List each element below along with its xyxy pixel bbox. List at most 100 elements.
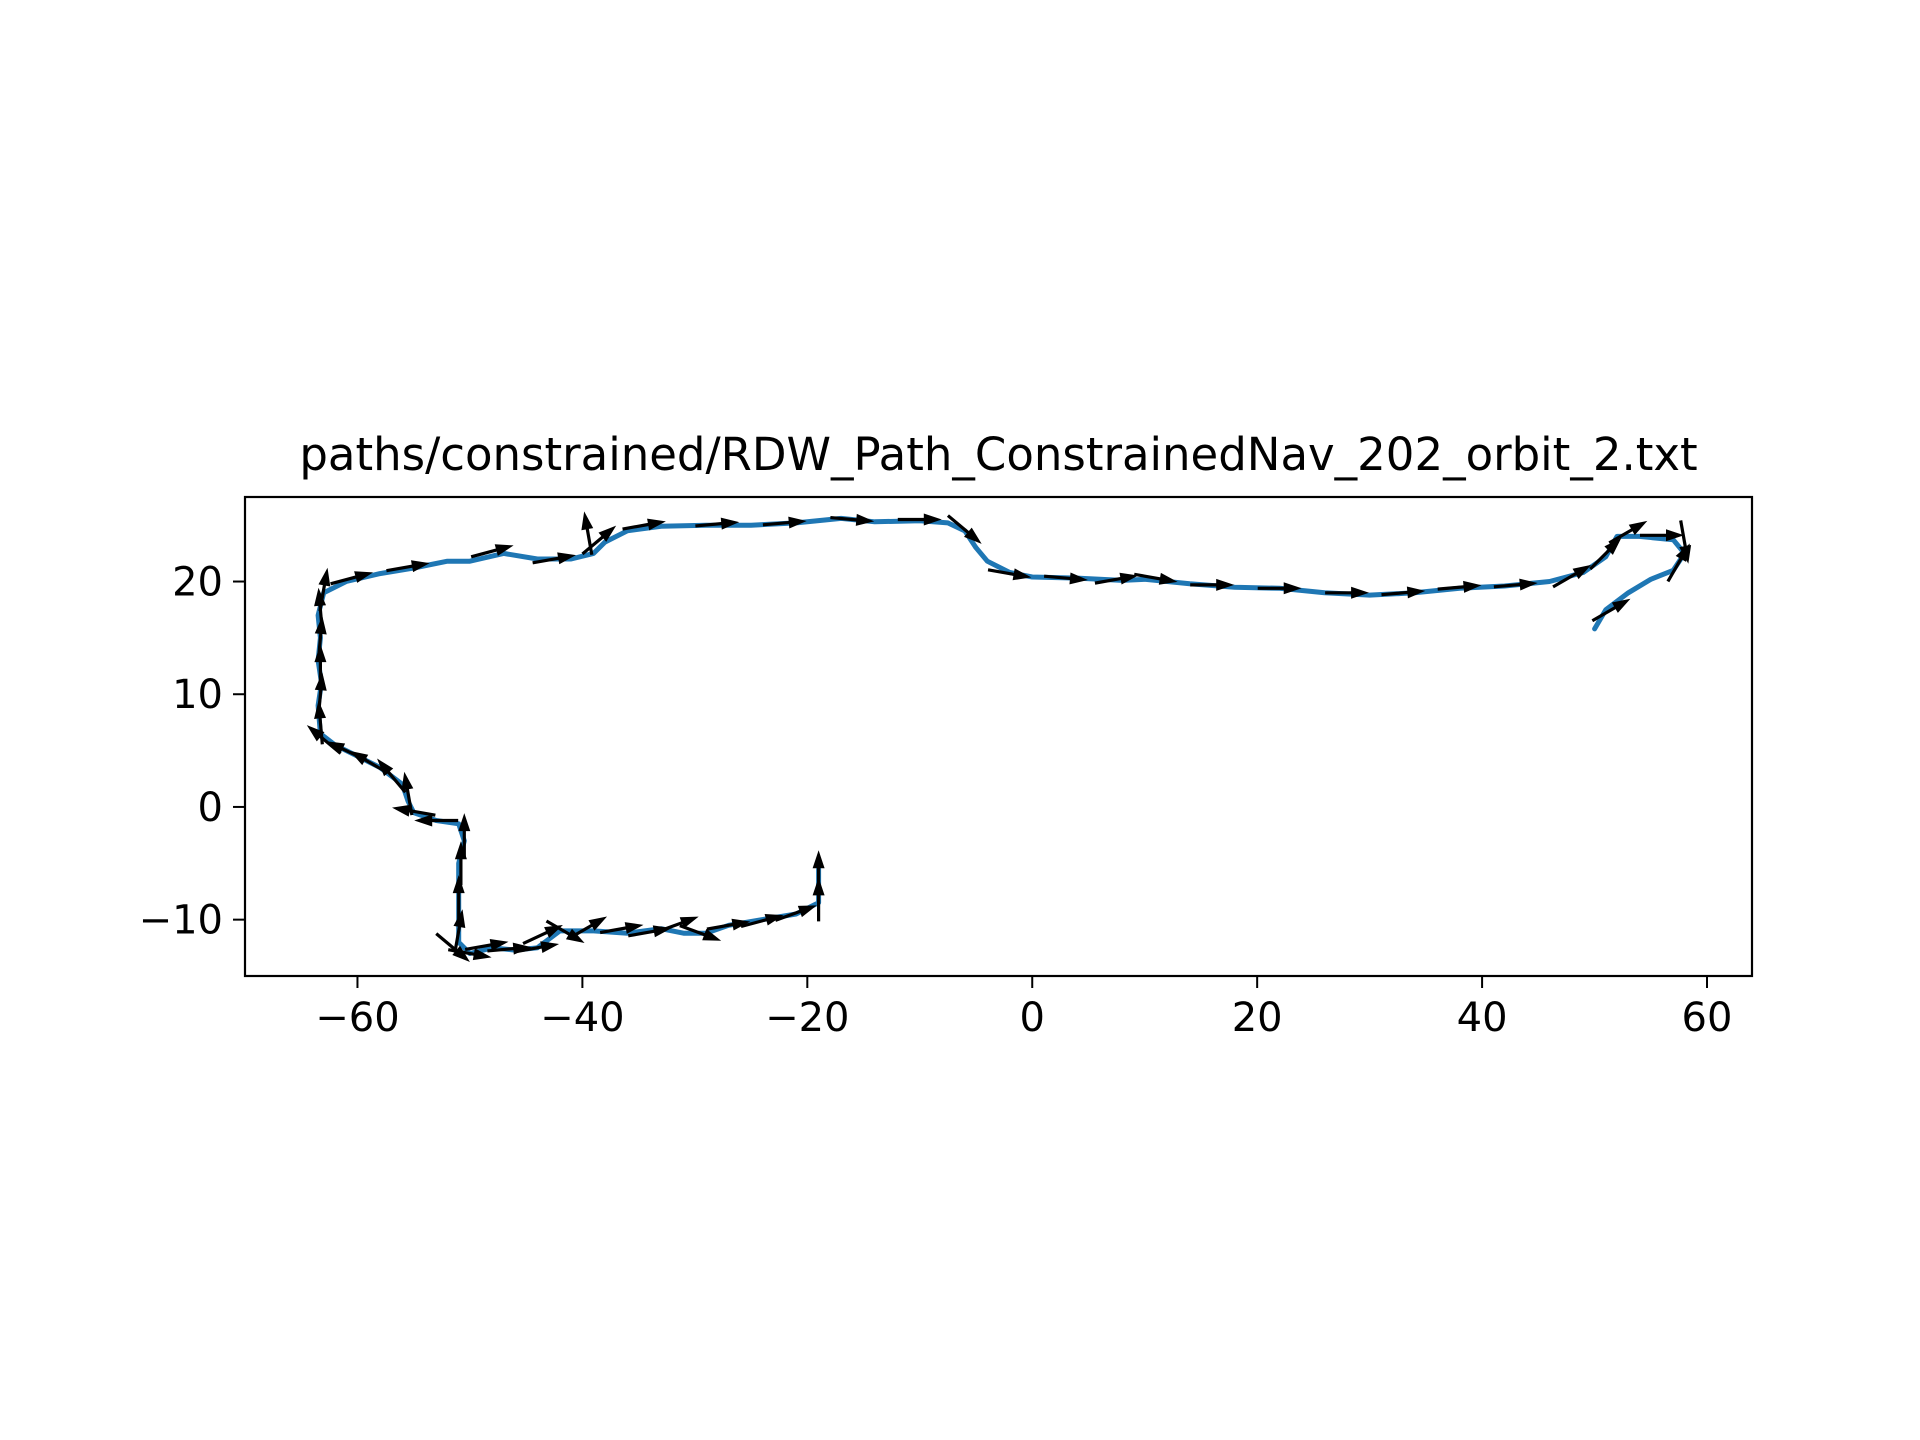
x-tick-label: 0 (1020, 995, 1045, 1041)
direction-arrow-shape (1493, 578, 1538, 591)
direction-arrow-shape (515, 941, 560, 954)
direction-arrow (435, 932, 470, 962)
direction-arrow (306, 725, 342, 755)
direction-arrow (1043, 572, 1088, 585)
direction-arrow (897, 513, 942, 526)
direction-arrow (1666, 543, 1690, 583)
direction-arrow (1257, 582, 1302, 595)
direction-arrow-shape (1094, 572, 1139, 585)
direction-arrow (470, 544, 514, 559)
direction-arrow-shape (522, 925, 563, 946)
direction-arrow (581, 511, 594, 556)
direction-arrow (401, 771, 414, 816)
direction-arrow (1589, 537, 1622, 571)
direction-arrow (330, 571, 374, 586)
direction-arrow (386, 560, 430, 573)
direction-arrow (1437, 580, 1482, 593)
direction-arrow (414, 814, 459, 827)
direction-arrow (314, 700, 327, 745)
direction-arrow-shape (1679, 520, 1692, 564)
direction-arrow-shape (1552, 564, 1592, 589)
direction-arrow-shape (1589, 537, 1622, 571)
chart-title: paths/constrained/RDW_Path_ConstrainedNa… (299, 428, 1697, 481)
direction-arrow (487, 942, 532, 955)
direction-arrow-shape (532, 552, 576, 565)
direction-arrow-shape (1043, 572, 1088, 585)
direction-arrow-shape (1381, 586, 1426, 599)
direction-arrow-shape (627, 925, 672, 938)
direction-arrow (314, 672, 327, 717)
x-tick-label: −60 (315, 995, 399, 1041)
direction-arrow-shape (314, 615, 327, 660)
direction-arrow (762, 516, 807, 529)
direction-arrow (987, 568, 1032, 581)
direction-arrow (1493, 578, 1538, 591)
direction-arrow (545, 919, 585, 943)
plot-frame (243, 495, 1754, 978)
direction-arrow (812, 850, 825, 895)
direction-arrow (740, 913, 784, 929)
direction-arrow (599, 922, 644, 935)
direction-arrow-shape (1437, 580, 1482, 593)
direction-arrow-shape (318, 567, 331, 612)
direction-arrow (464, 938, 509, 951)
y-tick-label: 20 (172, 560, 223, 606)
x-tick-label: −40 (540, 995, 624, 1041)
y-tick-label: 0 (198, 785, 223, 831)
direction-arrow-shape (414, 814, 459, 827)
direction-arrow-shape (695, 517, 740, 530)
direction-arrow (515, 941, 560, 954)
direction-arrow-shape (774, 905, 817, 922)
direction-arrow (326, 741, 367, 762)
direction-arrow-shape (452, 875, 465, 920)
direction-arrow (377, 758, 407, 794)
direction-arrow-shape (599, 922, 644, 935)
direction-arrow-shape (314, 672, 327, 717)
direction-arrow-shape (812, 850, 825, 895)
direction-arrow (1640, 529, 1684, 542)
direction-arrow-shape (306, 725, 342, 755)
direction-arrow (581, 525, 617, 556)
direction-arrow-shape (622, 518, 666, 531)
x-tick-label: 40 (1457, 995, 1508, 1041)
direction-arrow-shape (487, 942, 532, 955)
direction-arrow-shape (581, 511, 594, 556)
direction-arrow (1325, 586, 1370, 599)
direction-arrow-shape (386, 560, 430, 573)
direction-arrow (1591, 598, 1631, 623)
y-tick-label: 10 (172, 672, 223, 718)
direction-arrow (774, 905, 817, 922)
direction-arrow (522, 925, 563, 946)
direction-arrow (314, 615, 327, 660)
direction-arrow (318, 567, 331, 612)
direction-arrow (452, 875, 465, 920)
direction-arrow-shape (762, 516, 807, 529)
path-line (315, 515, 1687, 956)
direction-arrow-shape (1608, 520, 1648, 545)
direction-arrow (946, 514, 982, 544)
direction-arrow-shape (1257, 582, 1302, 595)
direction-arrow-shape (946, 514, 982, 544)
direction-arrow (1133, 572, 1178, 585)
direction-arrow-shape (568, 916, 608, 940)
direction-arrow-shape (1666, 543, 1690, 583)
direction-arrow-shape (470, 544, 514, 559)
direction-arrow-shape (464, 938, 509, 951)
direction-arrow-shape (1591, 598, 1631, 623)
direction-arrow-shape (392, 804, 436, 817)
direction-arrow (392, 804, 436, 817)
direction-arrow-shape (458, 813, 471, 858)
direction-arrow (1190, 578, 1235, 591)
direction-arrow-shape (1133, 572, 1178, 585)
direction-arrow-shape (1640, 529, 1684, 542)
direction-arrow (532, 552, 576, 565)
direction-arrow-shape (453, 909, 466, 953)
direction-arrow-shape (435, 932, 470, 962)
direction-arrow (568, 916, 608, 940)
direction-arrow-shape (314, 700, 327, 745)
direction-arrow (679, 924, 722, 941)
direction-arrow-shape (830, 513, 875, 526)
direction-arrow-shape (401, 771, 414, 816)
direction-arrow (1381, 586, 1426, 599)
